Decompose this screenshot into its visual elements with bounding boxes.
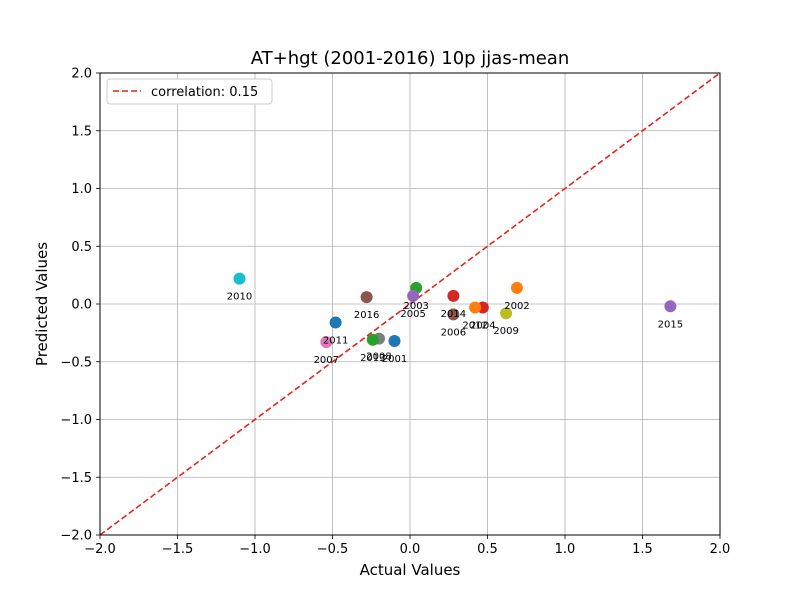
point-label-2016: 2016 [354, 310, 379, 321]
y-tick-label: −1.0 [60, 413, 92, 428]
x-tick-label: −1.5 [162, 542, 194, 557]
point-label-2006: 2006 [441, 327, 466, 338]
point-label-2005: 2005 [400, 309, 425, 320]
y-tick-label: −0.5 [60, 355, 92, 370]
scatter-point-2005 [407, 289, 420, 302]
point-label-2007: 2007 [314, 355, 339, 366]
point-label-2013: 2013 [360, 353, 385, 364]
legend-box [106, 78, 273, 105]
x-tick-label: −0.5 [317, 542, 349, 557]
point-label-2001: 2001 [382, 354, 407, 365]
point-label-2014: 2014 [441, 309, 466, 320]
scatter-point-2012 [469, 301, 482, 314]
scatter-point-2015 [664, 300, 677, 313]
scatter-point-2014 [447, 289, 460, 302]
identity-dashed-line [99, 72, 721, 536]
y-axis-label: Predicted Values [33, 242, 51, 366]
point-label-2015: 2015 [658, 319, 683, 330]
y-tick-label: 2.0 [71, 67, 92, 82]
y-tick-label: −1.5 [60, 471, 92, 486]
x-tick-label: 0.5 [477, 542, 498, 557]
y-tick-label: 1.0 [71, 182, 92, 197]
chart-title: AT+hgt (2001-2016) 10p jjas-mean [251, 48, 570, 69]
x-tick-label: −2.0 [84, 542, 116, 557]
scatter-point-2010 [233, 272, 246, 285]
scatter-point-2009 [500, 307, 513, 320]
point-label-2010: 2010 [227, 292, 252, 303]
legend: correlation: 0.15 [106, 78, 273, 105]
point-label-2003: 2003 [403, 301, 428, 312]
x-tick-label: −1.0 [239, 542, 271, 557]
x-tick-label: 1.5 [632, 542, 653, 557]
scatter-point-2007 [320, 336, 333, 349]
point-labels: 2001 2002 2003 2004 2005 2006 2007 2008 2009 2010… [227, 292, 683, 367]
y-tick-label: 0.0 [71, 298, 92, 313]
scatter-point-2001 [388, 334, 401, 347]
x-axis-label: Actual Values [360, 561, 461, 579]
scatter-point-2013 [366, 333, 379, 346]
reference-line [99, 72, 721, 536]
scatter-point-2016 [360, 291, 373, 304]
legend-entry: correlation: 0.15 [151, 85, 258, 100]
scatter-point-2006 [447, 308, 460, 321]
y-tick-label: 0.5 [71, 240, 92, 255]
point-label-2012: 2012 [462, 320, 487, 331]
point-label-2009: 2009 [493, 326, 518, 337]
x-tick-label: 2.0 [710, 542, 731, 557]
scatter-point-2002 [510, 281, 523, 294]
scatter-point-2011 [329, 316, 342, 329]
x-tick-label: 0.0 [400, 542, 421, 557]
y-tick-label: 1.5 [71, 124, 92, 139]
x-tick-label: 1.0 [555, 542, 576, 557]
axis-ticks: −2.0 −1.5 −1.0 −0.5 0.0 0.5 1.0 1.5 2.0 −2.0 −1.5 −… [60, 67, 730, 558]
point-label-2002: 2002 [504, 301, 529, 312]
data-points [233, 272, 677, 349]
point-label-2011: 2011 [323, 335, 348, 346]
y-tick-label: −2.0 [60, 529, 92, 544]
point-label-2008: 2008 [366, 352, 391, 363]
point-label-2004: 2004 [470, 320, 495, 331]
